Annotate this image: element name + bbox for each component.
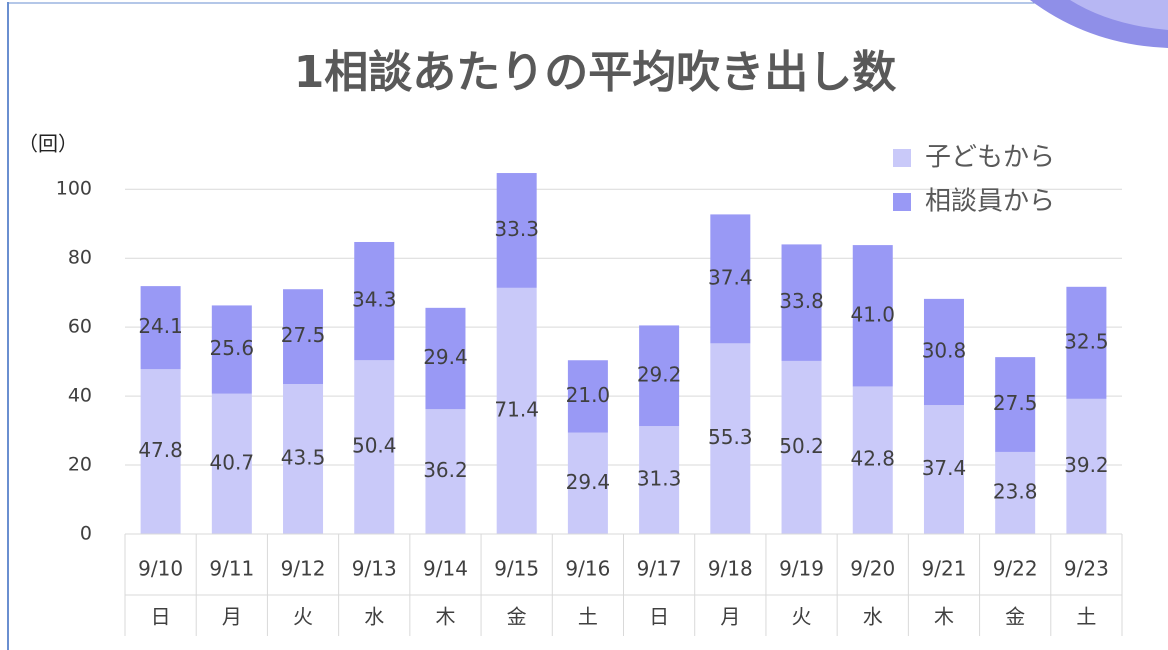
value-label: 29.2 (637, 362, 682, 386)
x-tick-sublabel: 水 (863, 605, 883, 629)
value-label: 25.6 (210, 336, 255, 360)
x-tick-label: 9/19 (779, 557, 824, 581)
value-label: 55.3 (708, 425, 753, 449)
y-tick-label: 20 (68, 454, 92, 476)
x-tick-sublabel: 火 (792, 605, 812, 629)
value-label: 36.2 (423, 458, 468, 482)
x-tick-sublabel: 木 (435, 605, 455, 629)
value-label: 40.7 (210, 450, 255, 474)
y-tick-label: 80 (68, 247, 92, 269)
x-tick-sublabel: 月 (222, 605, 242, 629)
value-label: 37.4 (708, 265, 753, 289)
y-tick-label: 100 (56, 178, 92, 200)
x-tick-sublabel: 日 (649, 605, 669, 629)
value-label: 24.1 (138, 314, 183, 338)
value-label: 29.4 (423, 345, 468, 369)
x-tick-label: 9/20 (850, 557, 895, 581)
x-tick-label: 9/22 (993, 557, 1038, 581)
value-label: 34.3 (352, 288, 397, 312)
x-tick-sublabel: 金 (1005, 605, 1025, 629)
value-label: 50.2 (779, 434, 824, 458)
value-label: 43.5 (281, 446, 326, 470)
value-label: 21.0 (566, 383, 611, 407)
y-tick-label: 0 (80, 523, 92, 545)
value-label: 41.0 (850, 302, 895, 326)
x-tick-label: 9/21 (922, 557, 967, 581)
x-tick-sublabel: 土 (1076, 605, 1096, 629)
value-label: 33.8 (779, 289, 824, 313)
x-tick-label: 9/23 (1064, 557, 1109, 581)
x-tick-label: 9/10 (138, 557, 183, 581)
value-label: 32.5 (1064, 329, 1109, 353)
x-tick-label: 9/14 (423, 557, 468, 581)
value-label: 50.4 (352, 434, 397, 458)
x-tick-label: 9/11 (209, 557, 254, 581)
y-axis-label: （回） (18, 132, 78, 156)
legend-swatch (893, 193, 911, 211)
value-label: 71.4 (494, 397, 539, 421)
chart: 1相談あたりの平均吹き出し数 （回） 0 20 40 60 80 100 47.8 24.1 9… (0, 0, 1168, 650)
value-label: 33.3 (494, 217, 539, 241)
y-tick-label: 60 (68, 316, 92, 338)
value-label: 30.8 (922, 338, 967, 362)
y-tick-label: 40 (68, 385, 92, 407)
value-label: 31.3 (637, 467, 682, 491)
value-label: 29.4 (566, 470, 611, 494)
x-tick-sublabel: 金 (507, 605, 527, 629)
legend-label: 相談員から (925, 187, 1055, 217)
x-tick-sublabel: 木 (934, 605, 954, 629)
x-tick-sublabel: 火 (293, 605, 313, 629)
value-label: 42.8 (850, 447, 895, 471)
legend-label: 子どもから (925, 143, 1055, 173)
x-tick-label: 9/17 (637, 557, 682, 581)
x-tick-label: 9/18 (708, 557, 753, 581)
value-label: 47.8 (138, 438, 183, 462)
x-tick-sublabel: 日 (151, 605, 171, 629)
value-label: 23.8 (993, 479, 1038, 503)
x-tick-label: 9/15 (494, 557, 539, 581)
value-label: 39.2 (1064, 453, 1109, 477)
chart-title: 1相談あたりの平均吹き出し数 (294, 47, 897, 98)
legend-swatch (893, 149, 911, 167)
x-tick-label: 9/12 (281, 557, 326, 581)
x-tick-label: 9/16 (565, 557, 610, 581)
x-tick-sublabel: 土 (578, 605, 598, 629)
x-tick-sublabel: 水 (364, 605, 384, 629)
value-label: 27.5 (993, 391, 1038, 415)
value-label: 37.4 (922, 456, 967, 480)
x-tick-sublabel: 月 (720, 605, 740, 629)
value-label: 27.5 (281, 323, 326, 347)
x-tick-label: 9/13 (352, 557, 397, 581)
